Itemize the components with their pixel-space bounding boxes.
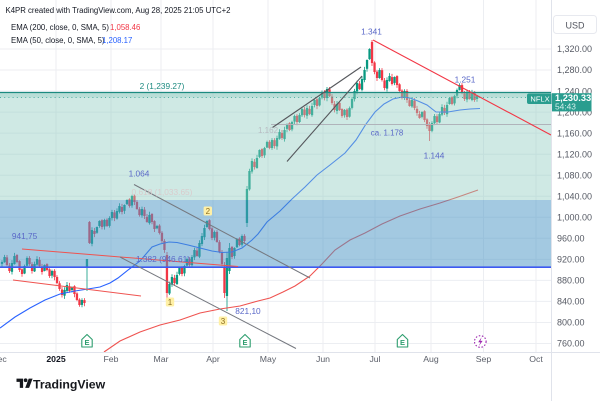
svg-text:Apr: Apr: [206, 354, 220, 364]
svg-text:2025: 2025: [46, 354, 65, 364]
svg-text:760.00: 760.00: [557, 339, 585, 349]
svg-text:880.00: 880.00: [557, 276, 585, 286]
svg-text:1,240.00: 1,240.00: [557, 86, 592, 96]
svg-text:USD: USD: [565, 21, 585, 31]
svg-text:Aug: Aug: [423, 354, 439, 364]
svg-text:Oct: Oct: [529, 354, 543, 364]
svg-text:1,320.00: 1,320.00: [557, 44, 592, 54]
svg-text:E: E: [242, 338, 247, 347]
svg-text:K4PR created with TradingView.: K4PR created with TradingView.com, Aug 2…: [6, 6, 231, 15]
svg-text:ca. 1.178: ca. 1.178: [371, 129, 404, 138]
svg-text:1.382 (946.61): 1.382 (946.61): [136, 254, 190, 264]
svg-text:1,160.00: 1,160.00: [557, 128, 592, 138]
svg-text:1,120.00: 1,120.00: [557, 149, 592, 159]
svg-text:E: E: [400, 338, 405, 347]
svg-text:941,75: 941,75: [12, 231, 38, 241]
svg-text:1,080.00: 1,080.00: [557, 170, 592, 180]
svg-text:1,280.00: 1,280.00: [557, 65, 592, 75]
svg-text:800.00: 800.00: [557, 318, 585, 328]
svg-text:NFLX: NFLX: [530, 95, 549, 104]
svg-text:EMA (200, close, 0, SMA, 5): EMA (200, close, 0, SMA, 5): [11, 23, 109, 32]
svg-text:E: E: [84, 338, 89, 347]
svg-text:1,058.46: 1,058.46: [110, 23, 140, 32]
svg-text:840.00: 840.00: [557, 297, 585, 307]
svg-text:2: 2: [206, 207, 211, 216]
svg-text:0.618 (1,033.65): 0.618 (1,033.65): [132, 187, 193, 197]
svg-text:920.00: 920.00: [557, 255, 585, 265]
svg-text:821,10: 821,10: [235, 306, 261, 316]
svg-text:3: 3: [221, 317, 226, 326]
svg-text:1.064: 1.064: [129, 169, 150, 179]
svg-text:1,208.17: 1,208.17: [102, 36, 132, 45]
svg-text:TradingView: TradingView: [33, 377, 106, 391]
svg-text:1.162: 1.162: [258, 126, 279, 135]
svg-text:1,200.00: 1,200.00: [557, 107, 592, 117]
svg-text:EMA (50, close, 0, SMA, 5): EMA (50, close, 0, SMA, 5): [11, 36, 105, 45]
svg-text:Jun: Jun: [316, 354, 330, 364]
svg-text:1.251: 1.251: [455, 75, 476, 85]
svg-text:1,040.00: 1,040.00: [557, 191, 592, 201]
svg-text:Mar: Mar: [154, 354, 169, 364]
svg-text:Feb: Feb: [104, 354, 119, 364]
svg-text:Dec: Dec: [0, 354, 7, 364]
svg-text:1.341: 1.341: [361, 27, 382, 37]
svg-text:1: 1: [168, 298, 173, 307]
svg-text:54:43: 54:43: [555, 102, 576, 112]
svg-text:Sep: Sep: [476, 354, 492, 364]
svg-text:1,000.00: 1,000.00: [557, 212, 592, 222]
svg-text:1,230.33: 1,230.33: [555, 93, 591, 103]
svg-text:2 (1,239.27): 2 (1,239.27): [140, 81, 185, 91]
svg-text:May: May: [260, 354, 277, 364]
svg-text:Jul: Jul: [369, 354, 380, 364]
svg-text:960.00: 960.00: [557, 234, 585, 244]
svg-text:1.144: 1.144: [424, 151, 445, 161]
